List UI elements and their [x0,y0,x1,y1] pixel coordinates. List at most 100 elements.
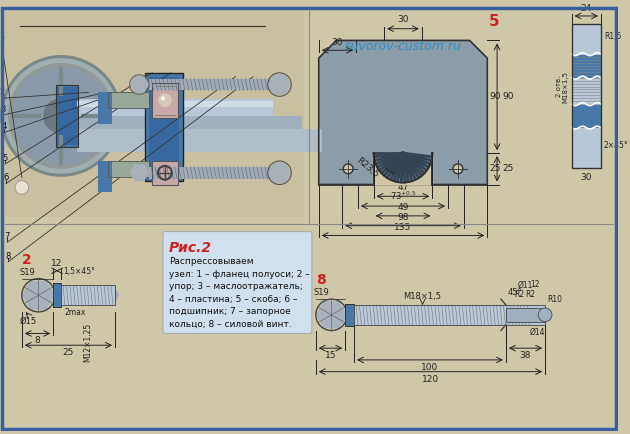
Text: 30: 30 [580,173,592,182]
Bar [77,116,302,131]
Bar [149,79,277,90]
Bar [149,77,179,177]
Text: 3: 3 [1,105,6,114]
Text: 45°: 45° [508,288,522,297]
Bar [108,92,149,108]
Bar [56,86,77,145]
Bar [98,177,112,192]
Text: 7: 7 [4,232,10,241]
Text: M18×1,5: M18×1,5 [563,70,569,102]
Circle shape [14,69,108,163]
Polygon shape [115,287,119,303]
Text: 90: 90 [502,92,513,101]
Bar [506,308,545,322]
Text: 30: 30 [331,38,343,47]
Bar [146,73,183,181]
Circle shape [158,93,172,107]
Bar [53,283,61,307]
Text: 15: 15 [324,351,336,360]
Text: M18×1,5: M18×1,5 [404,292,442,301]
Bar [571,24,601,168]
Text: 1: 1 [0,31,4,40]
Text: 8: 8 [316,273,326,287]
Text: 98: 98 [398,213,409,222]
Bar [56,85,77,147]
Text: 120: 120 [422,375,439,384]
Text: R1,5: R1,5 [604,32,621,40]
Text: suvorov-custom.ru: suvorov-custom.ru [345,40,461,53]
FancyBboxPatch shape [163,232,312,333]
Text: 30: 30 [398,15,409,24]
Circle shape [15,181,29,194]
Bar [146,73,183,181]
Text: R2: R2 [515,290,525,299]
Text: Ø14: Ø14 [529,327,545,336]
Circle shape [12,67,110,165]
Polygon shape [319,40,487,184]
Bar [98,161,112,177]
Bar [77,128,322,152]
Bar [571,24,601,168]
Text: 25: 25 [490,164,501,173]
Circle shape [538,308,552,322]
Bar [98,92,112,108]
Bar [152,161,178,184]
Text: R10: R10 [547,295,562,304]
Text: M12×1,25: M12×1,25 [83,322,92,362]
Text: 2max: 2max [65,308,86,317]
Bar [108,161,149,177]
Bar [345,304,354,326]
Bar [5,11,304,217]
Text: 8: 8 [35,336,40,345]
Bar [77,101,273,107]
Circle shape [43,98,79,134]
Text: 2: 2 [22,253,32,267]
Circle shape [0,55,122,177]
Circle shape [453,164,463,174]
Bar [56,85,77,147]
Circle shape [0,55,122,177]
Bar [354,305,545,325]
Bar [77,99,273,117]
Text: 90: 90 [490,92,501,101]
Circle shape [3,58,119,174]
Bar [152,161,178,184]
Text: 24: 24 [581,4,592,13]
Text: 25: 25 [502,164,513,173]
Bar [506,308,545,322]
Text: 2×45°: 2×45° [604,141,629,150]
Bar [354,305,545,325]
Text: 135: 135 [394,223,411,232]
Text: 12: 12 [52,259,63,268]
Text: 49: 49 [398,203,409,212]
Bar [571,105,601,128]
Text: 5: 5 [490,14,500,29]
Text: 1,5×45°: 1,5×45° [63,266,95,276]
Bar [108,92,149,108]
Bar [53,283,61,307]
Text: 25: 25 [63,348,74,357]
Bar [61,286,115,305]
Circle shape [161,96,165,100]
Bar [149,167,277,179]
Text: 8: 8 [6,252,11,260]
Text: 38: 38 [520,351,531,360]
Text: 6: 6 [4,173,9,182]
Polygon shape [374,153,432,184]
Text: Рис.2: Рис.2 [169,241,212,255]
Text: R23,5: R23,5 [355,156,381,180]
Text: Ø11: Ø11 [518,280,533,289]
Circle shape [343,164,353,174]
Bar [152,82,178,118]
Text: 47: 47 [398,183,409,192]
Text: 12: 12 [530,280,540,289]
Circle shape [43,98,79,134]
Text: R2: R2 [525,290,536,299]
Text: 5: 5 [3,154,8,163]
Circle shape [8,63,114,169]
Text: Ø15: Ø15 [20,317,37,326]
Text: 73$^{+0.5}$: 73$^{+0.5}$ [390,190,416,202]
Bar [345,304,354,326]
Bar [108,161,149,177]
Circle shape [158,166,172,180]
